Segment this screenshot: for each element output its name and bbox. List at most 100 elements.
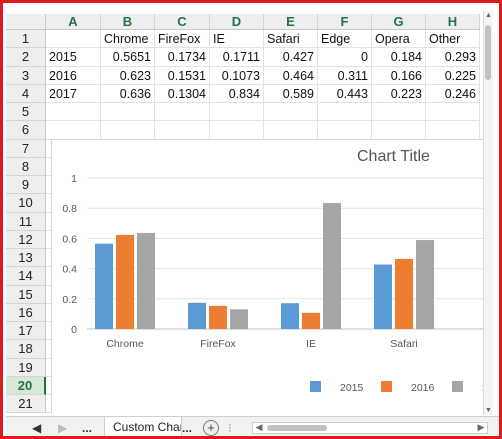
cell-b6[interactable] <box>101 121 155 140</box>
worksheet-grid[interactable]: A B C D E F G H 1 Chrome FireFox IE Safari Edge Opera O… <box>6 6 486 413</box>
row-header-8[interactable]: 8 <box>6 157 46 176</box>
bar-firefox-2016[interactable] <box>209 305 227 329</box>
column-header-g[interactable]: G <box>372 14 426 30</box>
more-sheets-right-button[interactable]: ... <box>182 421 193 435</box>
row-header-17[interactable]: 17 <box>6 322 46 341</box>
row-header-11[interactable]: 11 <box>6 212 46 231</box>
cell-f3[interactable]: 0.311 <box>318 66 372 85</box>
cell-d6[interactable] <box>210 121 264 140</box>
bar-chrome-2015[interactable] <box>95 243 113 329</box>
cell-e1[interactable]: Safari <box>264 30 318 49</box>
chart-title[interactable]: Chart Title <box>357 148 430 165</box>
cell-h2[interactable]: 0.293 <box>426 48 480 67</box>
column-header-a[interactable]: A <box>46 14 101 30</box>
cell-h3[interactable]: 0.225 <box>426 66 480 85</box>
cell-a3[interactable]: 2016 <box>46 66 101 85</box>
vertical-scroll-thumb[interactable] <box>485 25 491 80</box>
prev-sheet-icon[interactable]: ◀ <box>32 421 42 435</box>
bar-ie-2015[interactable] <box>281 303 299 329</box>
cell-a4[interactable]: 2017 <box>46 84 101 103</box>
cell-e3[interactable]: 0.464 <box>264 66 318 85</box>
next-sheet-icon[interactable]: ▶ <box>58 421 68 435</box>
cell-g2[interactable]: 0.184 <box>372 48 426 67</box>
column-header-h[interactable]: H <box>426 14 480 30</box>
cell-h5[interactable] <box>426 103 480 122</box>
cell-d5[interactable] <box>210 103 264 122</box>
cell-f1[interactable]: Edge <box>318 30 372 49</box>
legend-swatch-2017[interactable] <box>452 381 463 392</box>
cell-a6[interactable] <box>46 121 101 140</box>
cell-c3[interactable]: 0.1531 <box>155 66 210 85</box>
scroll-left-icon[interactable]: ◀ <box>255 422 263 432</box>
select-all-corner[interactable] <box>6 14 46 30</box>
cell-d4[interactable]: 0.834 <box>210 84 264 103</box>
column-header-b[interactable]: B <box>101 14 155 30</box>
row-header-5[interactable]: 5 <box>6 103 46 122</box>
cell-b2[interactable]: 0.5651 <box>101 48 155 67</box>
row-header-16[interactable]: 16 <box>6 303 46 322</box>
row-header-1[interactable]: 1 <box>6 30 46 49</box>
cell-g1[interactable]: Opera <box>372 30 426 49</box>
cell-c4[interactable]: 0.1304 <box>155 84 210 103</box>
cell-g3[interactable]: 0.166 <box>372 66 426 85</box>
row-header-15[interactable]: 15 <box>6 285 46 304</box>
column-header-c[interactable]: C <box>155 14 210 30</box>
cell-g6[interactable] <box>372 121 426 140</box>
cell-e4[interactable]: 0.589 <box>264 84 318 103</box>
legend-swatch-2016[interactable] <box>381 381 392 392</box>
cell-b3[interactable]: 0.623 <box>101 66 155 85</box>
row-header-7[interactable]: 7 <box>6 139 46 158</box>
row-header-9[interactable]: 9 <box>6 176 46 195</box>
bar-safari-2017[interactable] <box>416 240 434 329</box>
vertical-scrollbar[interactable]: ▲ ▼ <box>483 11 493 415</box>
row-header-10[interactable]: 10 <box>6 194 46 213</box>
sheet-tab-custom-chart[interactable]: Custom Chart <box>104 417 182 436</box>
horizontal-scroll-thumb[interactable] <box>267 425 327 431</box>
row-header-2[interactable]: 2 <box>6 48 46 67</box>
cell-g5[interactable] <box>372 103 426 122</box>
row-header-21[interactable]: 21 <box>6 395 46 413</box>
cell-f5[interactable] <box>318 103 372 122</box>
cell-f4[interactable]: 0.443 <box>318 84 372 103</box>
cell-b5[interactable] <box>101 103 155 122</box>
cell-h4[interactable]: 0.246 <box>426 84 480 103</box>
bar-chrome-2017[interactable] <box>137 232 155 329</box>
row-header-6[interactable]: 6 <box>6 121 46 140</box>
cell-d3[interactable]: 0.1073 <box>210 66 264 85</box>
bar-ie-2016[interactable] <box>302 312 320 329</box>
row-header-18[interactable]: 18 <box>6 340 46 359</box>
column-header-f[interactable]: F <box>318 14 372 30</box>
scroll-right-icon[interactable]: ▶ <box>477 422 485 432</box>
cell-a2[interactable]: 2015 <box>46 48 101 67</box>
legend-swatch-2015[interactable] <box>310 381 321 392</box>
row-header-13[interactable]: 13 <box>6 249 46 268</box>
scroll-down-icon[interactable]: ▼ <box>485 407 492 414</box>
cell-f6[interactable] <box>318 121 372 140</box>
cell-d1[interactable]: IE <box>210 30 264 49</box>
column-header-e[interactable]: E <box>264 14 318 30</box>
cell-a5[interactable] <box>46 103 101 122</box>
row-header-12[interactable]: 12 <box>6 230 46 249</box>
cell-c5[interactable] <box>155 103 210 122</box>
cell-c1[interactable]: FireFox <box>155 30 210 49</box>
bar-safari-2015[interactable] <box>374 264 392 329</box>
scroll-up-icon[interactable]: ▲ <box>485 12 492 19</box>
cell-d2[interactable]: 0.1711 <box>210 48 264 67</box>
bar-firefox-2017[interactable] <box>230 309 248 329</box>
cell-c2[interactable]: 0.1734 <box>155 48 210 67</box>
tab-split-handle[interactable]: ⁝ <box>228 421 232 435</box>
cell-e6[interactable] <box>264 121 318 140</box>
row-header-20[interactable]: 20 <box>6 376 46 395</box>
embedded-chart[interactable]: Chart Title 0 0.2 0.4 0.6 0.8 1 Chrome FireFox IE… <box>51 139 486 413</box>
bar-ie-2017[interactable] <box>323 203 341 329</box>
row-header-14[interactable]: 14 <box>6 267 46 286</box>
more-sheets-left-button[interactable]: ... <box>82 421 93 435</box>
cell-f2[interactable]: 0 <box>318 48 372 67</box>
column-header-d[interactable]: D <box>210 14 264 30</box>
cell-b1[interactable]: Chrome <box>101 30 155 49</box>
bar-safari-2016[interactable] <box>395 258 413 329</box>
cell-c6[interactable] <box>155 121 210 140</box>
cell-g4[interactable]: 0.223 <box>372 84 426 103</box>
cell-e5[interactable] <box>264 103 318 122</box>
cell-h6[interactable] <box>426 121 480 140</box>
